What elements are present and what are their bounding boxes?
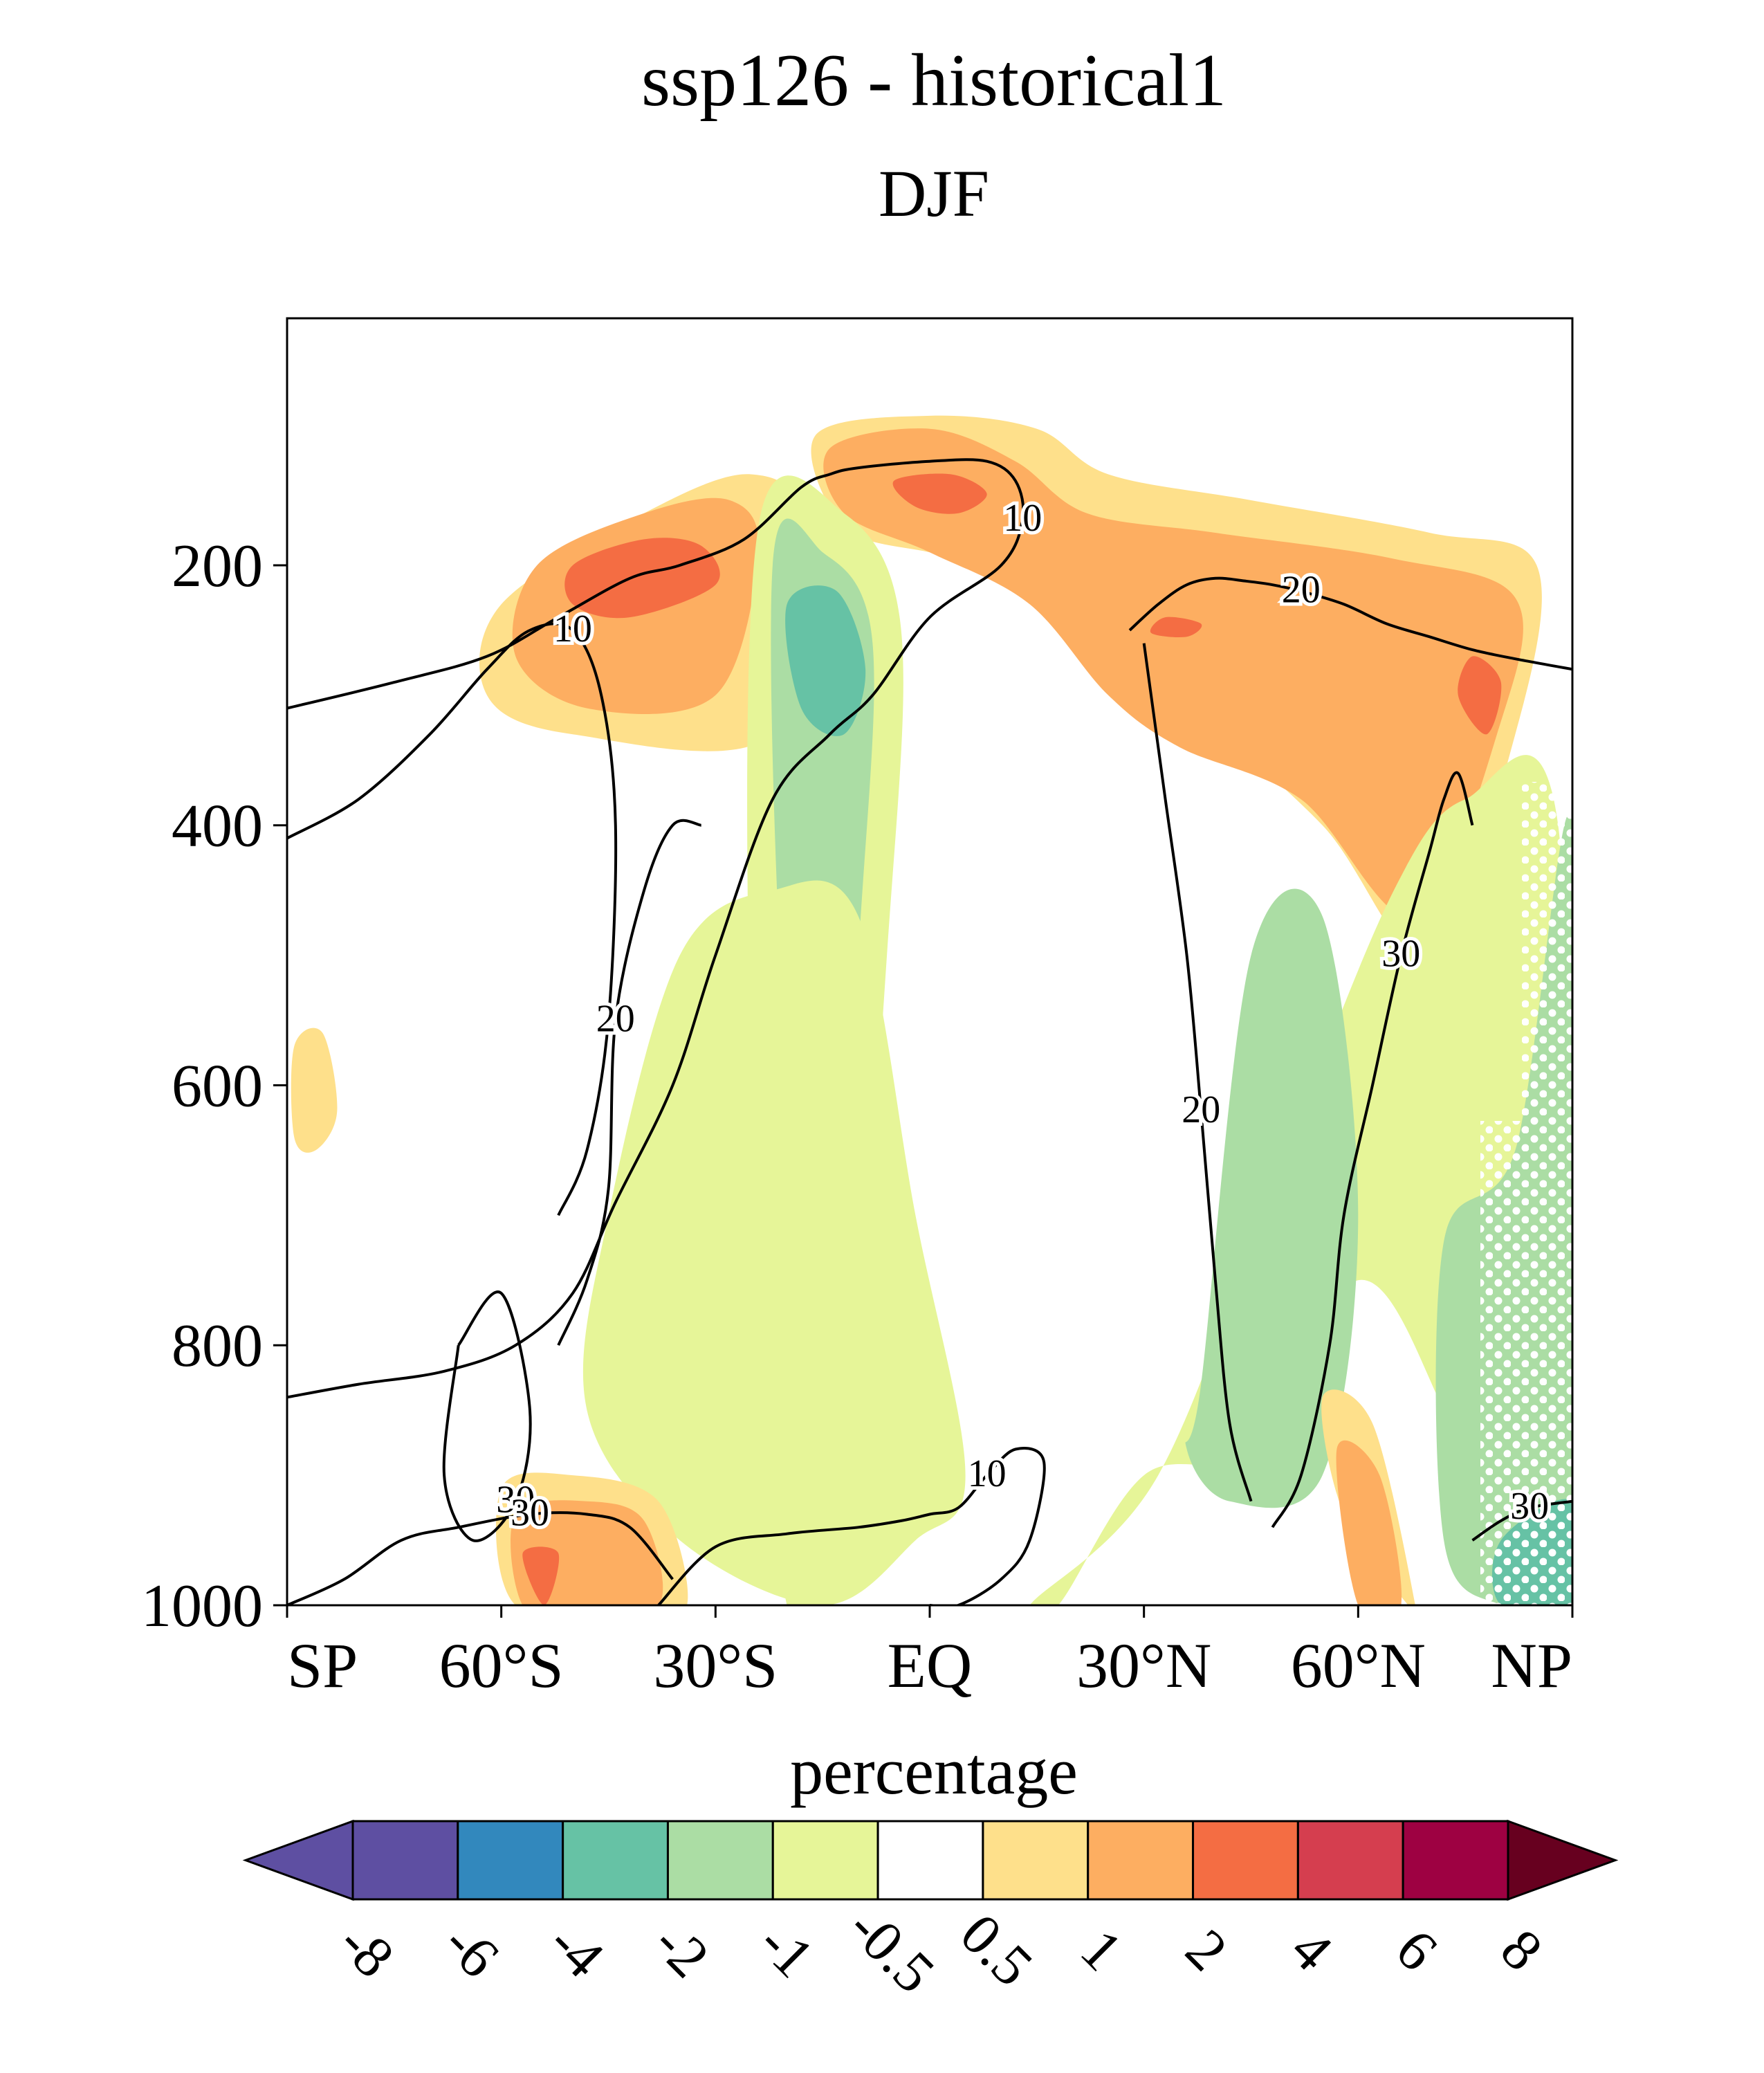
colorbar-label: percentage [790,1734,1078,1808]
filled-region [892,473,987,514]
colorbar-box [351,1820,459,1901]
contour-label: 20 [1182,1088,1220,1131]
colorbar-high-arrow [1507,1819,1619,1901]
contour-line [657,1447,1046,1605]
y-tick-label: 1000 [141,1573,263,1640]
y-tick-label: 200 [172,533,263,600]
contour-line [1128,576,1572,671]
axis-ticks: 200 400 600 800 1000 SP 60°S 30°S EQ 30°N 60°N NP [141,533,1574,1701]
x-tick-label: 30°N [1076,1630,1211,1701]
x-tick-label: SP [287,1630,358,1701]
contour-line [1471,1499,1572,1542]
contour-label: 20 [596,998,635,1041]
stippling-north-pole [1522,782,1572,1605]
filled-region [522,1546,560,1605]
colorbar-box [1087,1820,1195,1901]
stippling-high-north [1480,1121,1522,1605]
contour-label: 10 [1003,497,1042,540]
contour-line [287,622,618,1216]
chart-title: ssp126 - historical1 [641,39,1226,122]
filled-region [1150,617,1202,638]
contour-label: 10 [968,1452,1007,1495]
contour-label: 10 [553,608,592,650]
contour-line [1271,771,1474,1528]
filled-region [582,880,966,1605]
filled-region [564,538,720,619]
chart-subtitle: DJF [879,156,989,230]
colorbar-box [1296,1820,1404,1901]
filled-region [1185,888,1359,1508]
colorbar-box [876,1820,984,1901]
contour-line [287,1511,674,1605]
contour-lines-layer [287,458,1572,1605]
colorbar-box [457,1820,564,1901]
x-tick-label: NP [1491,1630,1572,1701]
colorbar-box [1192,1820,1299,1901]
stippling-south-pole [294,623,325,969]
contour-label: 30 [1381,933,1420,976]
contour-label: 30 [511,1492,549,1535]
x-tick-label: 60°N [1291,1630,1426,1701]
colorbar-box [666,1820,774,1901]
y-tick-label: 600 [172,1052,263,1120]
x-tick-label: 30°S [653,1630,778,1701]
contour-label: 30 [496,1479,535,1522]
colorbar-box [562,1820,669,1901]
contour-line [442,1290,532,1542]
contour-line [1142,643,1253,1502]
y-tick-label: 400 [172,793,263,860]
filled-region [823,428,1523,917]
contour-label: 20 [1282,569,1321,612]
colorbar-box [771,1820,879,1901]
x-tick-label: EQ [888,1630,973,1701]
filled-region [1458,656,1502,735]
stippling-southern-midlat [353,865,401,1488]
contour-label: 30 [1510,1485,1549,1528]
colorbar-box [982,1820,1090,1901]
filled-region [291,1028,338,1153]
colorbar-box [1402,1820,1509,1901]
contour-line [557,819,702,1346]
contour-line [287,458,1025,1399]
y-tick-label: 800 [172,1313,263,1380]
filled-region [1336,1440,1402,1605]
x-tick-label: 60°S [439,1630,564,1701]
filled-region [785,585,866,736]
